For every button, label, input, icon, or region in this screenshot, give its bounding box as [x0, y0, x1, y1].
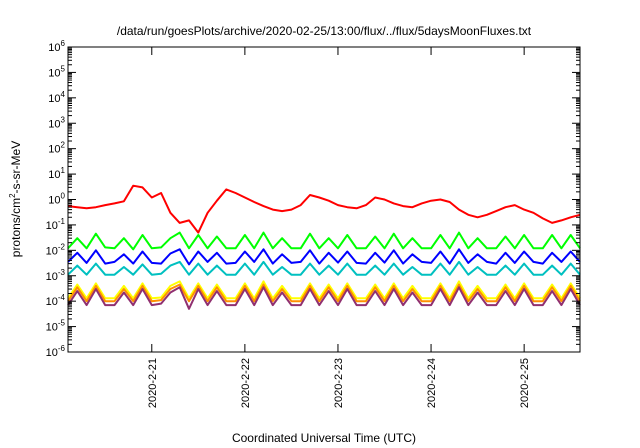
y-axis-label-sup: 2 — [8, 193, 17, 198]
y-tick-label-5: 10-1 — [46, 217, 66, 232]
series-line-3 — [67, 248, 581, 266]
y-tick-label-11: 105 — [48, 64, 65, 79]
x-axis-label: Coordinated Universal Time (UTC) — [232, 431, 416, 445]
y-tick-label-2: 10-4 — [46, 293, 66, 308]
y-tick-label-1: 10-5 — [46, 319, 66, 334]
y-tick-label-7: 101 — [48, 166, 65, 181]
series-line-2 — [67, 231, 581, 251]
y-tick-label-12: 106 — [48, 39, 65, 54]
y-tick-label-10: 104 — [48, 90, 65, 105]
y-tick-label-3: 10-3 — [46, 268, 66, 283]
series-line-1 — [67, 184, 581, 234]
y-axis-label-base: protons/cm — [9, 198, 23, 257]
series-layer — [67, 184, 581, 310]
x-axis: 2020-2-21 2020-2-22 2020-2-23 2020-2-24 2020… — [147, 47, 531, 408]
y-tick-label-0: 10-6 — [46, 344, 66, 359]
series-line-4 — [67, 260, 581, 276]
y-axis-label-tail: -s-sr-MeV — [9, 141, 23, 194]
series-line-6 — [67, 283, 581, 303]
x-tick-label-4: 2020-2-25 — [519, 358, 531, 408]
y-tick-label-9: 103 — [48, 115, 65, 130]
x-tick-label-0: 2020-2-21 — [147, 358, 159, 408]
x-tick-label-3: 2020-2-24 — [426, 358, 438, 408]
chart-title: /data/run/goesPlots/archive/2020-02-25/1… — [117, 24, 532, 38]
x-tick-label-1: 2020-2-22 — [240, 358, 252, 408]
y-tick-label-6: 100 — [48, 192, 65, 207]
y-tick-label-4: 10-2 — [46, 242, 66, 257]
y-axis-label: protons/cm2-s-sr-MeV — [8, 141, 23, 257]
y-tick-label-8: 102 — [48, 141, 65, 156]
series-line-7 — [67, 286, 581, 310]
y-axis: 10-6 10-5 10-4 10-3 10-2 10-1 100 101 102 103 104 1… — [46, 39, 580, 359]
series-line-5 — [67, 280, 581, 300]
x-tick-label-2: 2020-2-23 — [333, 358, 345, 408]
